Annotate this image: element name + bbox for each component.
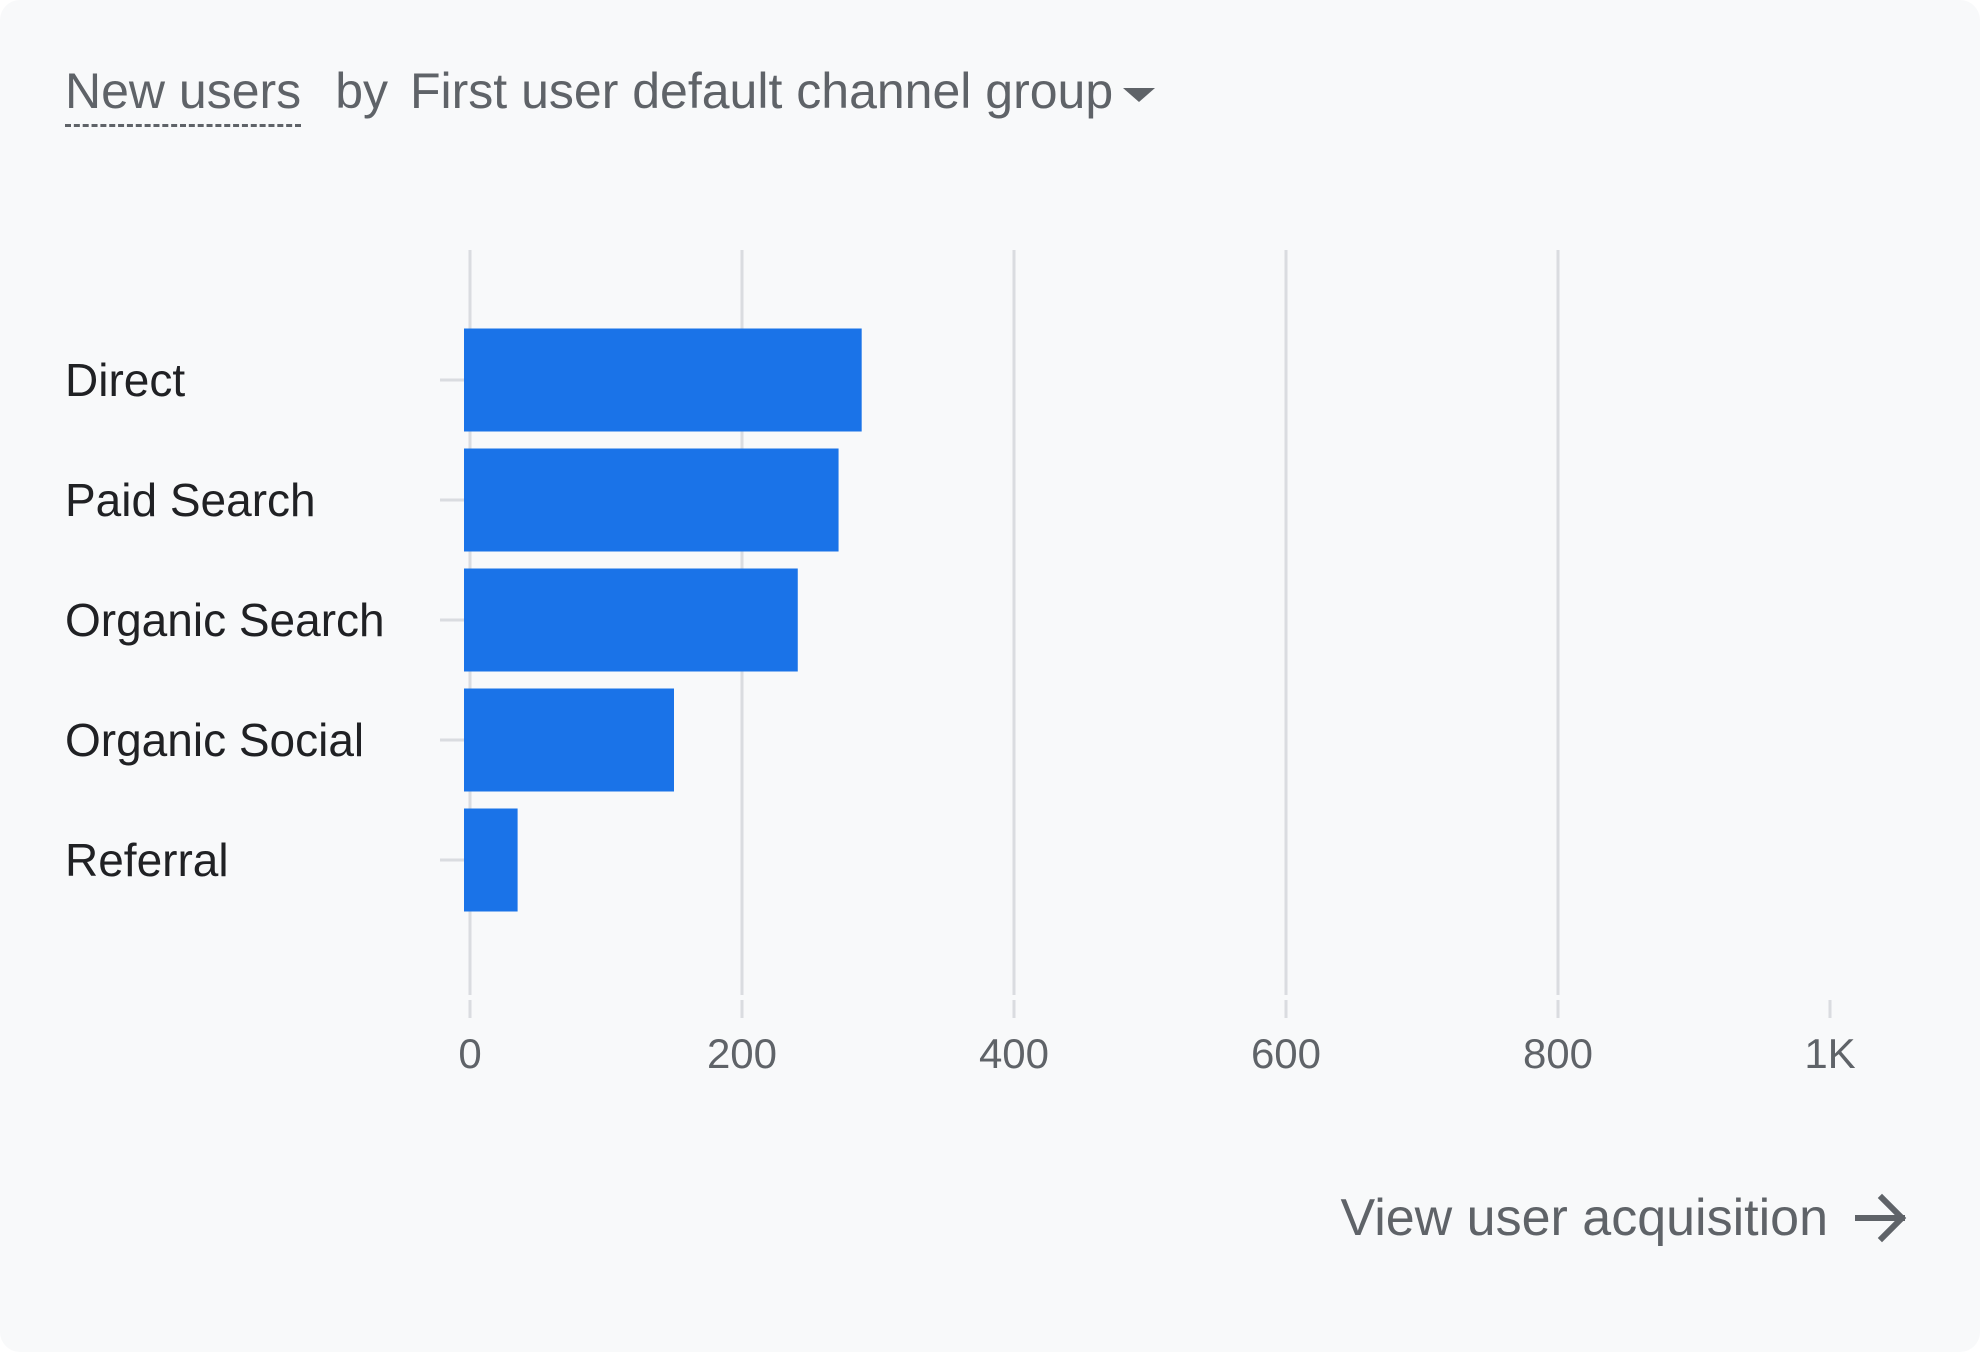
x-tick-label: 800 bbox=[1523, 1030, 1593, 1077]
dimension-selector[interactable]: First user default channel group bbox=[410, 62, 1156, 120]
category-label: Paid Search bbox=[65, 474, 316, 526]
x-tick-label: 400 bbox=[979, 1030, 1049, 1077]
x-tick-label: 200 bbox=[707, 1030, 777, 1077]
category-label: Referral bbox=[65, 834, 229, 886]
x-tick-label: 1K bbox=[1804, 1030, 1855, 1077]
bar bbox=[464, 808, 518, 912]
category-label: Organic Social bbox=[65, 714, 364, 766]
bar bbox=[464, 688, 674, 792]
caret-down-icon bbox=[1123, 88, 1156, 102]
bar bbox=[464, 328, 862, 432]
metric-selector[interactable]: New users bbox=[65, 65, 302, 127]
bar bbox=[464, 448, 839, 552]
category-label: Organic Search bbox=[65, 594, 385, 646]
card-header: New users by First user default channel … bbox=[65, 62, 1156, 127]
view-user-acquisition-link[interactable]: View user acquisition bbox=[1340, 1188, 1910, 1248]
bar bbox=[464, 568, 798, 672]
x-tick-label: 600 bbox=[1251, 1030, 1321, 1077]
by-label: by bbox=[335, 63, 388, 119]
category-label: Direct bbox=[65, 354, 185, 406]
x-tick-label: 0 bbox=[458, 1030, 481, 1077]
dimension-label: First user default channel group bbox=[410, 63, 1114, 119]
view-user-acquisition-label: View user acquisition bbox=[1340, 1189, 1828, 1247]
arrow-right-icon bbox=[1855, 1193, 1907, 1243]
